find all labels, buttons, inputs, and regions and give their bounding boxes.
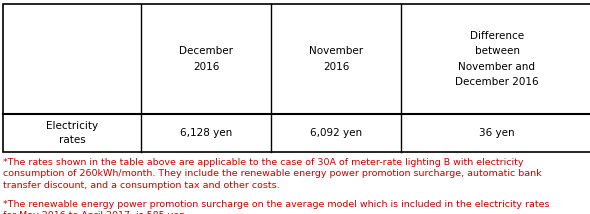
Text: 6,128 yen: 6,128 yen xyxy=(180,128,232,138)
Text: 6,092 yen: 6,092 yen xyxy=(310,128,362,138)
Text: *The rates shown in the table above are applicable to the case of 30A of meter-r: *The rates shown in the table above are … xyxy=(3,158,542,190)
Text: 36 yen: 36 yen xyxy=(479,128,515,138)
Text: December
2016: December 2016 xyxy=(179,46,233,72)
Bar xyxy=(3,4,590,152)
Text: Electricity
rates: Electricity rates xyxy=(46,121,98,145)
Text: Difference
between
November and
December 2016: Difference between November and December… xyxy=(455,31,539,87)
Text: November
2016: November 2016 xyxy=(309,46,363,72)
Text: *The renewable energy power promotion surcharge on the average model which is in: *The renewable energy power promotion su… xyxy=(3,200,549,214)
